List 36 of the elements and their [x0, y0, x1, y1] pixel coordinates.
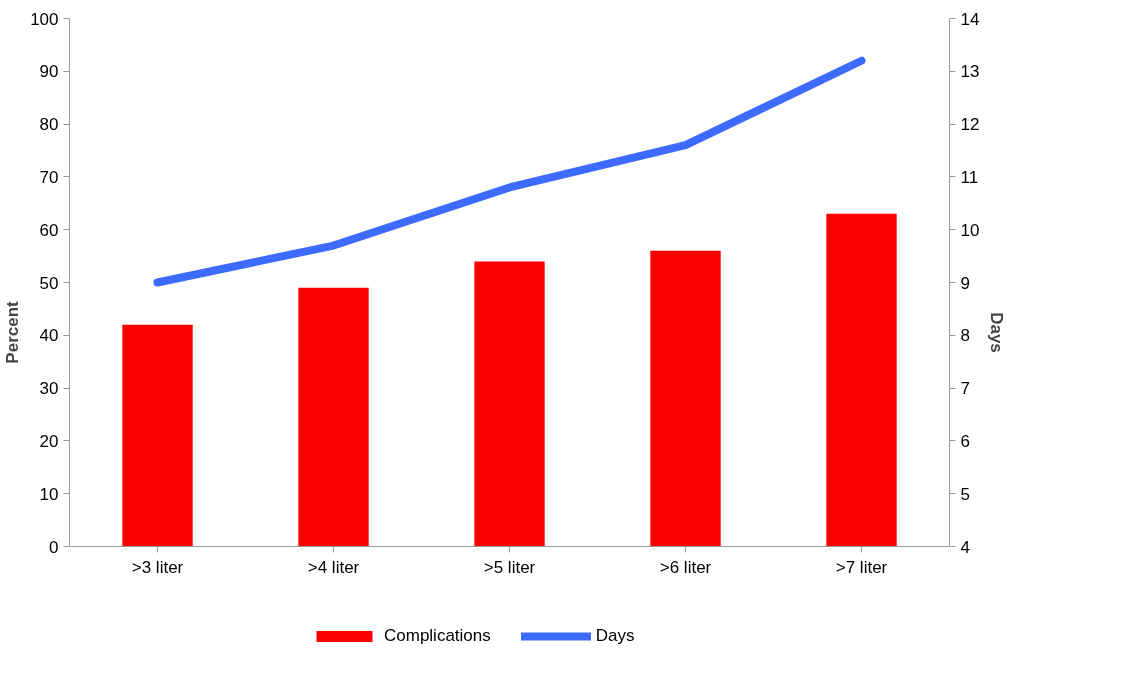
y2-tick-label: 4: [960, 537, 970, 557]
y2-tick-label: 14: [960, 9, 980, 29]
y2-tick-label: 12: [960, 115, 980, 135]
y-axis-title: Percent: [3, 300, 23, 364]
x-tick-label: >6 liter: [659, 557, 712, 577]
y-tick-label: 50: [39, 273, 59, 293]
bar: [474, 261, 545, 547]
y2-tick-label: 13: [960, 62, 980, 82]
x-tick-label: >4 liter: [307, 557, 360, 577]
y-tick-label: 0: [49, 537, 59, 557]
x-tick-label: >7 liter: [835, 557, 888, 577]
bar: [650, 250, 721, 547]
y-tick-label: 20: [39, 431, 59, 451]
y-tick-label: 30: [39, 379, 59, 399]
y-tick-label: 90: [39, 62, 59, 82]
y2-tick-label: 9: [960, 273, 970, 293]
bar: [298, 287, 369, 547]
y2-tick-label: 8: [960, 326, 970, 346]
y-tick-label: 60: [39, 220, 59, 240]
y-tick-label: 40: [39, 326, 59, 346]
y2-tick-label: 7: [960, 379, 970, 399]
y2-tick-label: 11: [960, 167, 979, 187]
legend-label: Days: [595, 626, 635, 646]
y2-axis-title: Days: [987, 312, 1007, 353]
y2-tick-label: 6: [960, 431, 970, 451]
legend-label: Complications: [384, 626, 491, 646]
y-tick-label: 100: [30, 9, 59, 29]
x-tick-label: >3 liter: [131, 557, 184, 577]
y2-tick-label: 10: [960, 220, 980, 240]
bar: [826, 213, 897, 547]
y2-tick-label: 5: [960, 484, 970, 504]
bar: [122, 324, 193, 547]
y-tick-label: 70: [39, 167, 59, 187]
x-tick-label: >5 liter: [483, 557, 536, 577]
y-tick-label: 80: [39, 115, 59, 135]
y-tick-label: 10: [39, 484, 59, 504]
